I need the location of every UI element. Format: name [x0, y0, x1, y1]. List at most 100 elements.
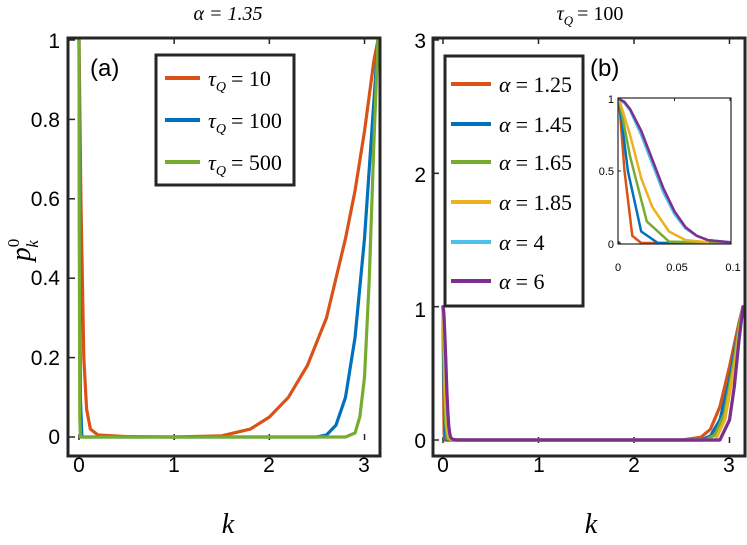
panel-a-plot [69, 38, 380, 440]
panel-b-title: τQ = 100 [557, 3, 624, 28]
panel-b-legend-sym: α [499, 269, 511, 294]
panel-a-xlabel: k [222, 509, 235, 540]
panel-b-y-ticklabels: 0 1 2 3 [414, 30, 426, 453]
panel-a-series-line-3 [77, 38, 380, 439]
panel-a-ytick-0.6: 0.6 [31, 188, 60, 211]
svg-text:α= 1.85: α = 1.85 [499, 190, 572, 215]
panel-a-ylabel: p0k [4, 239, 42, 264]
panel-b-series-line-4 [441, 305, 745, 442]
panel-a-ytick-1: 1 [48, 30, 60, 53]
panel-a-legend-sub: Q [216, 164, 226, 179]
panel-a-legend-entry: τQ = 10 [165, 66, 271, 95]
svg-text:α= 4: α = 4 [499, 230, 544, 255]
panel-b-legend-entry: α = 1.45 [451, 112, 572, 137]
panel-a-ytick-0: 0 [48, 426, 60, 449]
panel-a-ylabel-p: p [6, 247, 37, 263]
panel-b-series-line-5 [441, 305, 745, 442]
panel-a-axes-box [66, 36, 382, 458]
inset-series-line-4 [617, 97, 710, 244]
panel-b-xtick-2: 2 [628, 454, 640, 477]
panel-b-xtick-1: 1 [533, 454, 545, 477]
panel-b-ytick-0: 0 [414, 430, 426, 453]
panel-a-x-ticklabels: 0 1 2 3 [73, 454, 370, 477]
inset-axes-box [617, 97, 732, 245]
panel-a-ylabel-sup: 0 [4, 239, 23, 248]
panel-b-legend-box [443, 54, 585, 308]
panel-b-ytick-3: 3 [414, 30, 426, 53]
panel-b-title-val: = 100 [577, 3, 623, 25]
inset-xtick-0: 0 [615, 262, 621, 274]
inset-x-ticklabels: 0 0.05 0.1 [615, 262, 741, 274]
panel-a-legend-val: = 10 [231, 66, 271, 91]
panel-b-xtick-0: 0 [437, 454, 449, 477]
svg-text:p0k: p0k [4, 239, 42, 264]
panel-b-ytick-2: 2 [414, 164, 426, 187]
panel-a-ytick-0.8: 0.8 [31, 109, 60, 132]
panel-b-legend-entry: α = 1.85 [451, 190, 572, 215]
panel-a-xtick-2: 2 [263, 454, 275, 477]
panel-a-legend-sym: τ [208, 108, 217, 133]
panel-b-legend-sym: α [499, 112, 511, 137]
panel-b-legend-val: = 4 [516, 230, 545, 255]
panel-b-axes-box [431, 36, 747, 458]
panel-a-series-line-1 [77, 38, 380, 439]
panel-a-legend-entry: τQ = 500 [165, 150, 282, 179]
panel-b-label: (b) [590, 55, 619, 82]
panel-b-legend-val: = 6 [516, 269, 545, 294]
panel-a-xtick-3: 3 [358, 454, 370, 477]
inset-series-line-3 [617, 97, 732, 245]
panel-b-legend-val: = 1.25 [516, 72, 572, 97]
panel-b: τQ = 100 0 1 2 3 0 1 2 3 k α = 1.25 α = 1.4… [414, 3, 747, 540]
panel-a-legend-val: = 500 [231, 150, 282, 175]
panel-a-legend-sub: Q [216, 122, 226, 137]
panel-a-ytick-0.2: 0.2 [31, 347, 60, 370]
panel-a-legend-sym: τ [208, 150, 217, 175]
svg-text:τQ= 10: τQ = 10 [208, 66, 271, 95]
panel-b-series-line-1 [441, 305, 745, 442]
panel-b-legend-sym: α [499, 72, 511, 97]
panel-b-xtick-3: 3 [723, 454, 735, 477]
svg-text:τQ= 100: τQ = 100 [208, 108, 282, 137]
panel-a-legend-entry: τQ = 100 [165, 108, 282, 137]
panel-b-series-line-6 [441, 305, 745, 442]
inset-series-line-6 [617, 97, 732, 244]
svg-text:α= 1.25: α = 1.25 [499, 72, 572, 97]
panel-b-legend-entry: α = 1.65 [451, 150, 572, 175]
panel-b-series-line-2 [441, 305, 745, 442]
panel-b-x-ticklabels: 0 1 2 3 [437, 454, 735, 477]
panel-b-title-sym: τ [557, 3, 565, 25]
panel-a-y-ticklabels: 0 0.2 0.4 0.6 0.8 1 [31, 30, 61, 449]
svg-text:α= 1.45: α = 1.45 [499, 112, 572, 137]
inset-ytick-0: 0 [608, 239, 614, 251]
panel-b-legend-entry: α = 6 [451, 269, 544, 294]
inset-ytick-0.5: 0.5 [599, 166, 614, 178]
svg-text:τQ= 500: τQ = 500 [208, 150, 282, 179]
panel-a-xtick-0: 0 [73, 454, 85, 477]
panel-a-ytick-0.4: 0.4 [31, 267, 61, 290]
inset-plot [617, 97, 732, 245]
panel-a-legend-val: = 100 [231, 108, 282, 133]
panel-b-legend-val: = 1.85 [516, 190, 572, 215]
panel-b-legend-val: = 1.45 [516, 112, 572, 137]
panel-b-plot [433, 38, 745, 443]
panel-b-legend-sym: α [499, 150, 511, 175]
svg-text:α= 1.65: α = 1.65 [499, 150, 572, 175]
panel-b-xlabel: k [585, 509, 598, 540]
panel-b-legend-entry: α = 1.25 [451, 72, 572, 97]
panel-b-legend-sym: α [499, 190, 511, 215]
panel-b-ytick-1: 1 [414, 299, 426, 322]
panel-b-legend: α = 1.25 α = 1.45 α = 1.65 α = 1.85 α = 4 α = … [443, 54, 585, 308]
inset-xtick-0.1: 0.1 [725, 262, 740, 274]
panel-a-xtick-1: 1 [168, 454, 180, 477]
panel-b-legend-val: = 1.65 [516, 150, 572, 175]
panel-b-legend-sym: α [499, 230, 511, 255]
panel-b-series-line-3 [441, 305, 745, 442]
inset-xtick-0.05: 0.05 [666, 262, 687, 274]
panel-a-label: (a) [90, 55, 119, 82]
panel-b-legend-entry: α = 4 [451, 230, 544, 255]
panel-a-ylabel-sub: k [23, 240, 42, 248]
panel-a: α = 1.35 0 0.2 0.4 0.6 0.8 1 0 1 2 3 k p… [4, 3, 382, 540]
panel-b-inset: 0 0.5 1 0 0.05 0.1 [599, 94, 741, 274]
panel-a-title: α = 1.35 [194, 3, 263, 25]
